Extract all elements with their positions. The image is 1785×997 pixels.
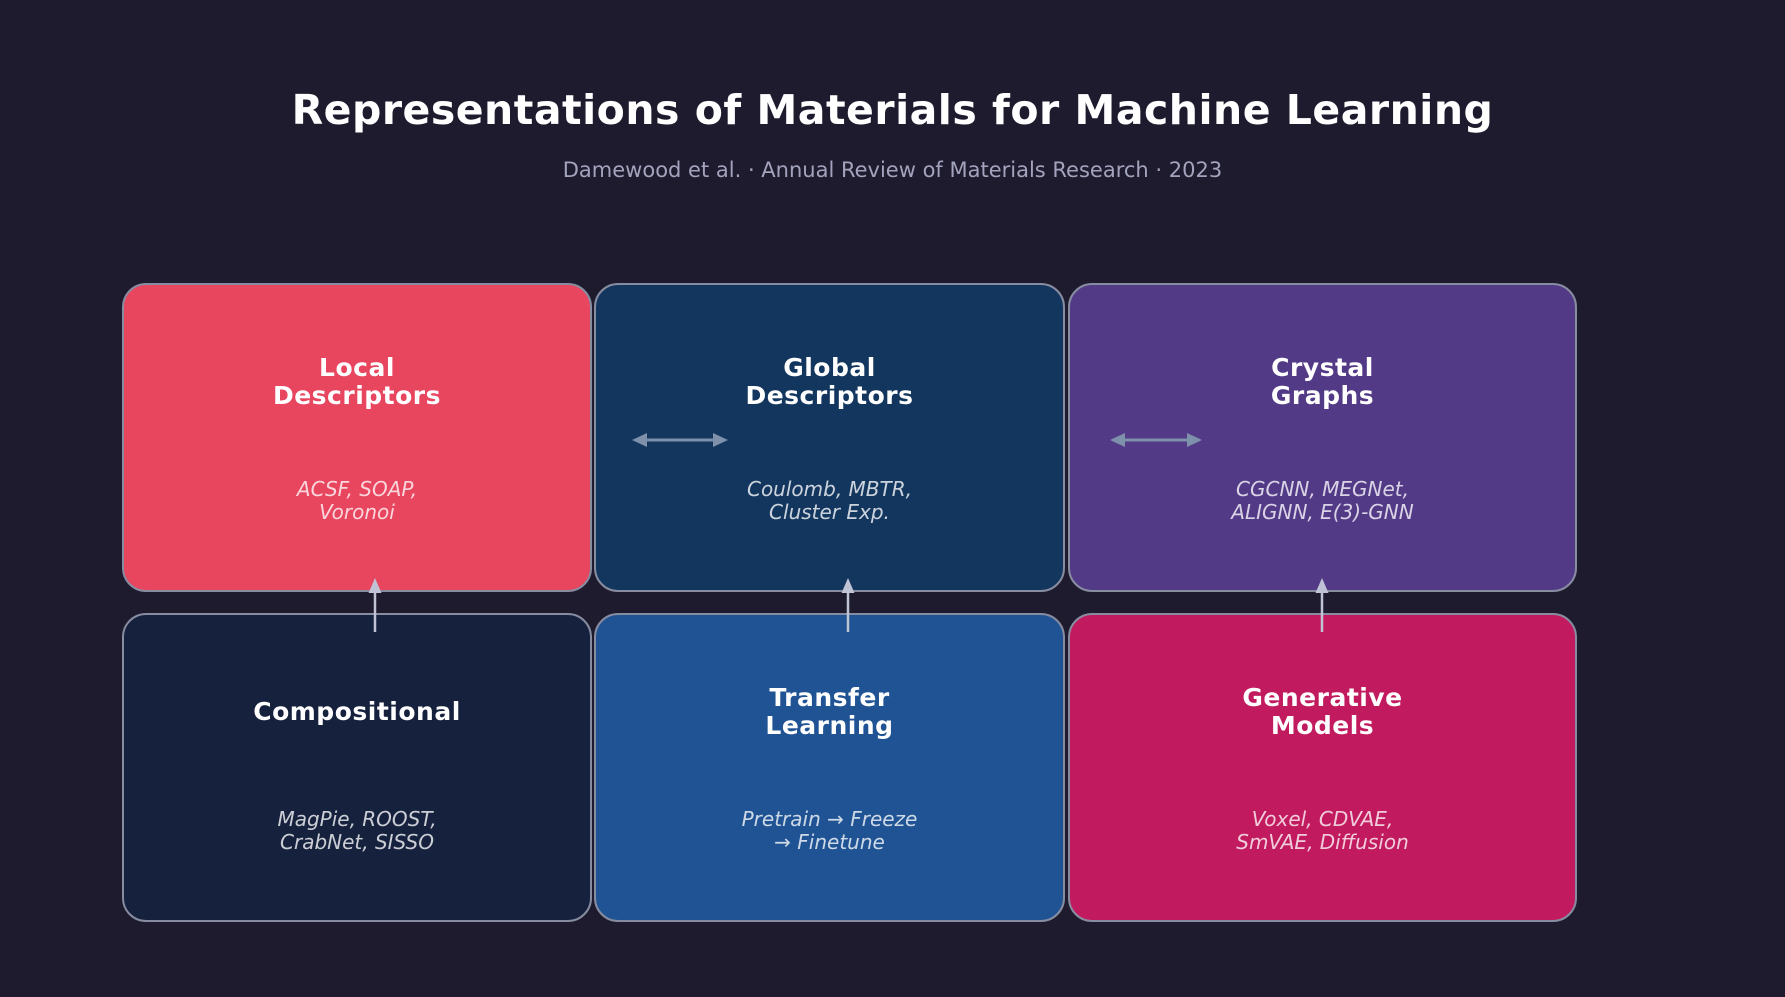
box-title: Transfer Learning [765,682,894,740]
box-local-descriptors: Local Descriptors ACSF, SOAP, Voronoi [122,283,592,592]
box-crystal-graphs: Crystal Graphs CGCNN, MEGNet, ALIGNN, E(… [1068,283,1577,592]
box-transfer-learning: Transfer Learning Pretrain → Freeze → Fi… [594,613,1065,922]
page-title: Representations of Materials for Machine… [291,86,1494,134]
page-subtitle: Damewood et al. · Annual Review of Mater… [562,158,1223,182]
box-models-list: ACSF, SOAP, Voronoi [296,477,418,524]
box-title: Crystal Graphs [1270,352,1375,410]
box-models-list: Pretrain → Freeze → Finetune [741,807,918,854]
box-models-list: Voxel, CDVAE, SmVAE, Diffusion [1236,807,1409,854]
box-compositional: Compositional MagPie, ROOST, CrabNet, SI… [122,613,592,922]
box-title: Global Descriptors [745,352,914,410]
box-global-descriptors: Global Descriptors Coulomb, MBTR, Cluste… [594,283,1065,592]
box-title: Local Descriptors [272,352,442,410]
box-models-list: MagPie, ROOST, CrabNet, SISSO [277,807,437,854]
box-title: Compositional [253,696,461,726]
box-models-list: Coulomb, MBTR, Cluster Exp. [746,477,912,524]
box-models-list: CGCNN, MEGNet, ALIGNN, E(3)-GNN [1231,477,1414,524]
box-generative-models: Generative Models Voxel, CDVAE, SmVAE, D… [1068,613,1577,922]
box-title: Generative Models [1242,682,1403,740]
